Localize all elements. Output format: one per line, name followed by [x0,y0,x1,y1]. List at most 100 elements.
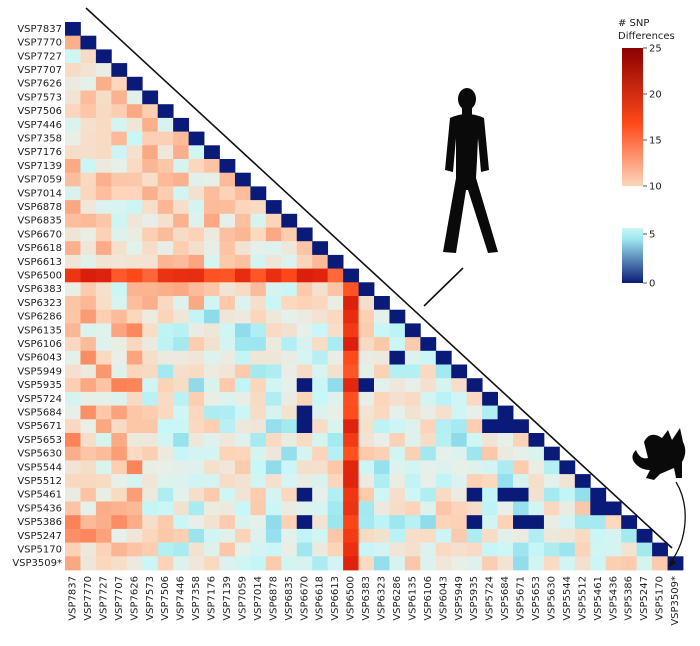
heatmap-cell-VSP5170-VSP5684 [497,542,514,557]
heatmap-cell-VSP5170-VSP7727 [95,542,112,557]
heatmap-cell-VSP5724-VSP7358 [188,391,205,406]
heatmap-cell-VSP5247-VSP5630 [543,528,560,543]
heatmap-cell-VSP5653-VSP7446 [173,433,189,448]
y-tick-label: VSP5684 [17,407,62,418]
heatmap-cell-VSP5544-VSP7707 [111,460,128,475]
heatmap-cell-VSP7358-VSP7770 [80,131,97,146]
y-tick-label: VSP7014 [17,188,62,199]
heatmap-cell-VSP5949-VSP7626 [126,364,143,379]
heatmap-cell-VSP5170-VSP7446 [173,542,189,557]
heatmap-cell-VSP5386-VSP7506 [157,515,174,530]
heatmap-cell-VSP5170-VSP6383 [358,542,375,557]
heatmap-cell-VSP6618-VSP7837 [65,241,81,256]
heatmap-cell-VSP6323-VSP7176 [204,296,220,311]
heatmap-cell-VSP5461-VSP6323 [374,487,390,502]
heatmap-cell-VSP6106-VSP6835 [281,337,298,352]
heatmap-cell-VSP5461-VSP5653 [528,487,545,502]
heatmap-cell-VSP5461-VSP5544 [559,487,576,502]
heatmap-cell-VSP5512-VSP7139 [219,474,236,489]
heatmap-cell-VSP5170-VSP7176 [204,542,220,557]
heatmap-cell-VSP6613-VSP7176 [204,254,220,269]
heatmap-cell-VSP5949-VSP6043 [435,364,452,379]
heatmap-cell-VSP6286-VSP7506 [157,309,174,324]
y-tick-label: VSP7059 [17,175,62,186]
heatmap-cell-VSP6286-VSP7014 [250,309,267,324]
heatmap-cell-VSP5630-VSP6043 [435,446,452,461]
heatmap-cell-VSP5935-VSP6670 [296,378,313,393]
heatmap-cell-VSP6500-VSP6618 [312,268,329,283]
heatmap-cell-VSP6135-VSP6286 [389,323,406,338]
heatmap-cell-VSP5461-VSP7014 [250,487,267,502]
heatmap-cell-VSP6286-VSP6835 [281,309,298,324]
heatmap-cell-VSP6500-VSP7358 [188,268,205,283]
heatmap-cell-VSP3509*-VSP7358 [188,556,205,571]
heatmap-cell-VSP6043-VSP7446 [173,350,189,365]
heatmap-cell-VSP5512-VSP5684 [497,474,514,489]
heatmap-cell-VSP6835-VSP7626 [126,213,143,228]
heatmap-cell-VSP5671-VSP7573 [142,419,159,434]
heatmap-cell-VSP5170-VSP6500 [343,542,359,557]
heatmap-cell-VSP5949-VSP6613 [327,364,344,379]
heatmap-cell-VSP7014-VSP7727 [95,186,112,201]
x-tick-label: VSP5724 [485,576,496,621]
heatmap-cell-VSP5386-VSP6106 [420,515,437,530]
y-axis-labels: VSP7837 VSP7770 VSP7727 VSP7707 VSP7626 VSP75… [12,24,62,569]
heatmap-cell-VSP5170-VSP5949 [451,542,468,557]
heatmap-cell-VSP6670-VSP7176 [204,227,220,242]
heatmap-cell-VSP6106-VSP7837 [65,337,81,352]
heatmap-cell-VSP7176-VSP7707 [111,145,128,160]
heatmap-cell-VSP5724-VSP6500 [343,391,359,406]
heatmap-cell-VSP5512-VSP6878 [265,474,282,489]
heatmap-cell-VSP7014-VSP7626 [126,186,143,201]
heatmap-cell-VSP7176-VSP7626 [126,145,143,160]
heatmap-cell-VSP5386-VSP5544 [559,515,576,530]
heatmap-cell-VSP5724-VSP7059 [234,391,251,406]
heatmap-cell-VSP7014-VSP7446 [173,186,189,201]
heatmap-cell-VSP7573-VSP7727 [95,90,112,105]
heatmap-cell-VSP5544-VSP6383 [358,460,375,475]
cat-arrow-head [668,558,676,568]
heatmap-cell-VSP5653-VSP6286 [389,433,406,448]
heatmap-cell-VSP7059-VSP7506 [157,172,174,187]
heatmap-cell-VSP6613-VSP7358 [188,254,205,269]
heatmap-cell-VSP3509*-VSP5724 [482,556,498,571]
heatmap-cell-VSP6135-VSP7573 [142,323,159,338]
heatmap-cell-VSP6618-VSP7573 [142,241,159,256]
heatmap-cell-VSP6383-VSP7446 [173,282,189,297]
heatmap-cell-VSP5630-VSP6613 [327,446,344,461]
heatmap-cell-VSP7139-VSP7770 [80,159,97,174]
heatmap-cell-VSP6106-VSP6383 [358,337,375,352]
heatmap-cell-VSP5630-VSP5671 [513,446,529,461]
heatmap-cell-VSP5684-VSP6135 [404,405,421,420]
heatmap-cell-VSP6500-VSP7770 [80,268,97,283]
heatmap-cell-VSP7626-VSP7837 [65,76,81,91]
cat-arrow [669,481,686,564]
heatmap-cell-VSP3509*-VSP5653 [528,556,545,571]
heatmap-cell-VSP6043-VSP6670 [296,350,313,365]
heatmap-cell-VSP5653-VSP7139 [219,433,236,448]
heatmap-cell-VSP7176-VSP7770 [80,145,97,160]
x-tick-label: VSP5170 [655,576,666,621]
y-tick-label: VSP6383 [17,284,62,295]
heatmap-cell-VSP5630-VSP7176 [204,446,220,461]
heatmap-cell-VSP5461-VSP6286 [389,487,406,502]
heatmap-cell-VSP5653-VSP5949 [451,433,468,448]
heatmap-cell-VSP6835-VSP6878 [265,213,282,228]
heatmap-cell-VSP6323-VSP7837 [65,296,81,311]
heatmap-cell-VSP6613-VSP6618 [312,254,329,269]
y-tick-label: VSP5935 [17,380,62,391]
heatmap-cell-VSP6835-VSP7727 [95,213,112,228]
heatmap-cell-VSP5949-VSP7358 [188,364,205,379]
heatmap-cell-VSP5684-VSP7059 [234,405,251,420]
heatmap-cell-VSP3509*-VSP6613 [327,556,344,571]
colorbar-tick-label: 25 [649,44,662,55]
heatmap-cell-VSP6286-VSP6500 [343,309,359,324]
heatmap-cell-VSP7506-VSP7770 [80,104,97,119]
heatmap-cell-VSP5935-VSP6135 [404,378,421,393]
heatmap-cell-VSP5724-VSP6613 [327,391,344,406]
heatmap-cell-VSP6613-VSP7139 [219,254,236,269]
x-tick-label: VSP5436 [608,576,619,621]
heatmap-cell-VSP5461-VSP6135 [404,487,421,502]
heatmap-cell-VSP7707-VSP7707 [111,63,128,78]
heatmap-cell-VSP5386-VSP5386 [621,515,638,530]
